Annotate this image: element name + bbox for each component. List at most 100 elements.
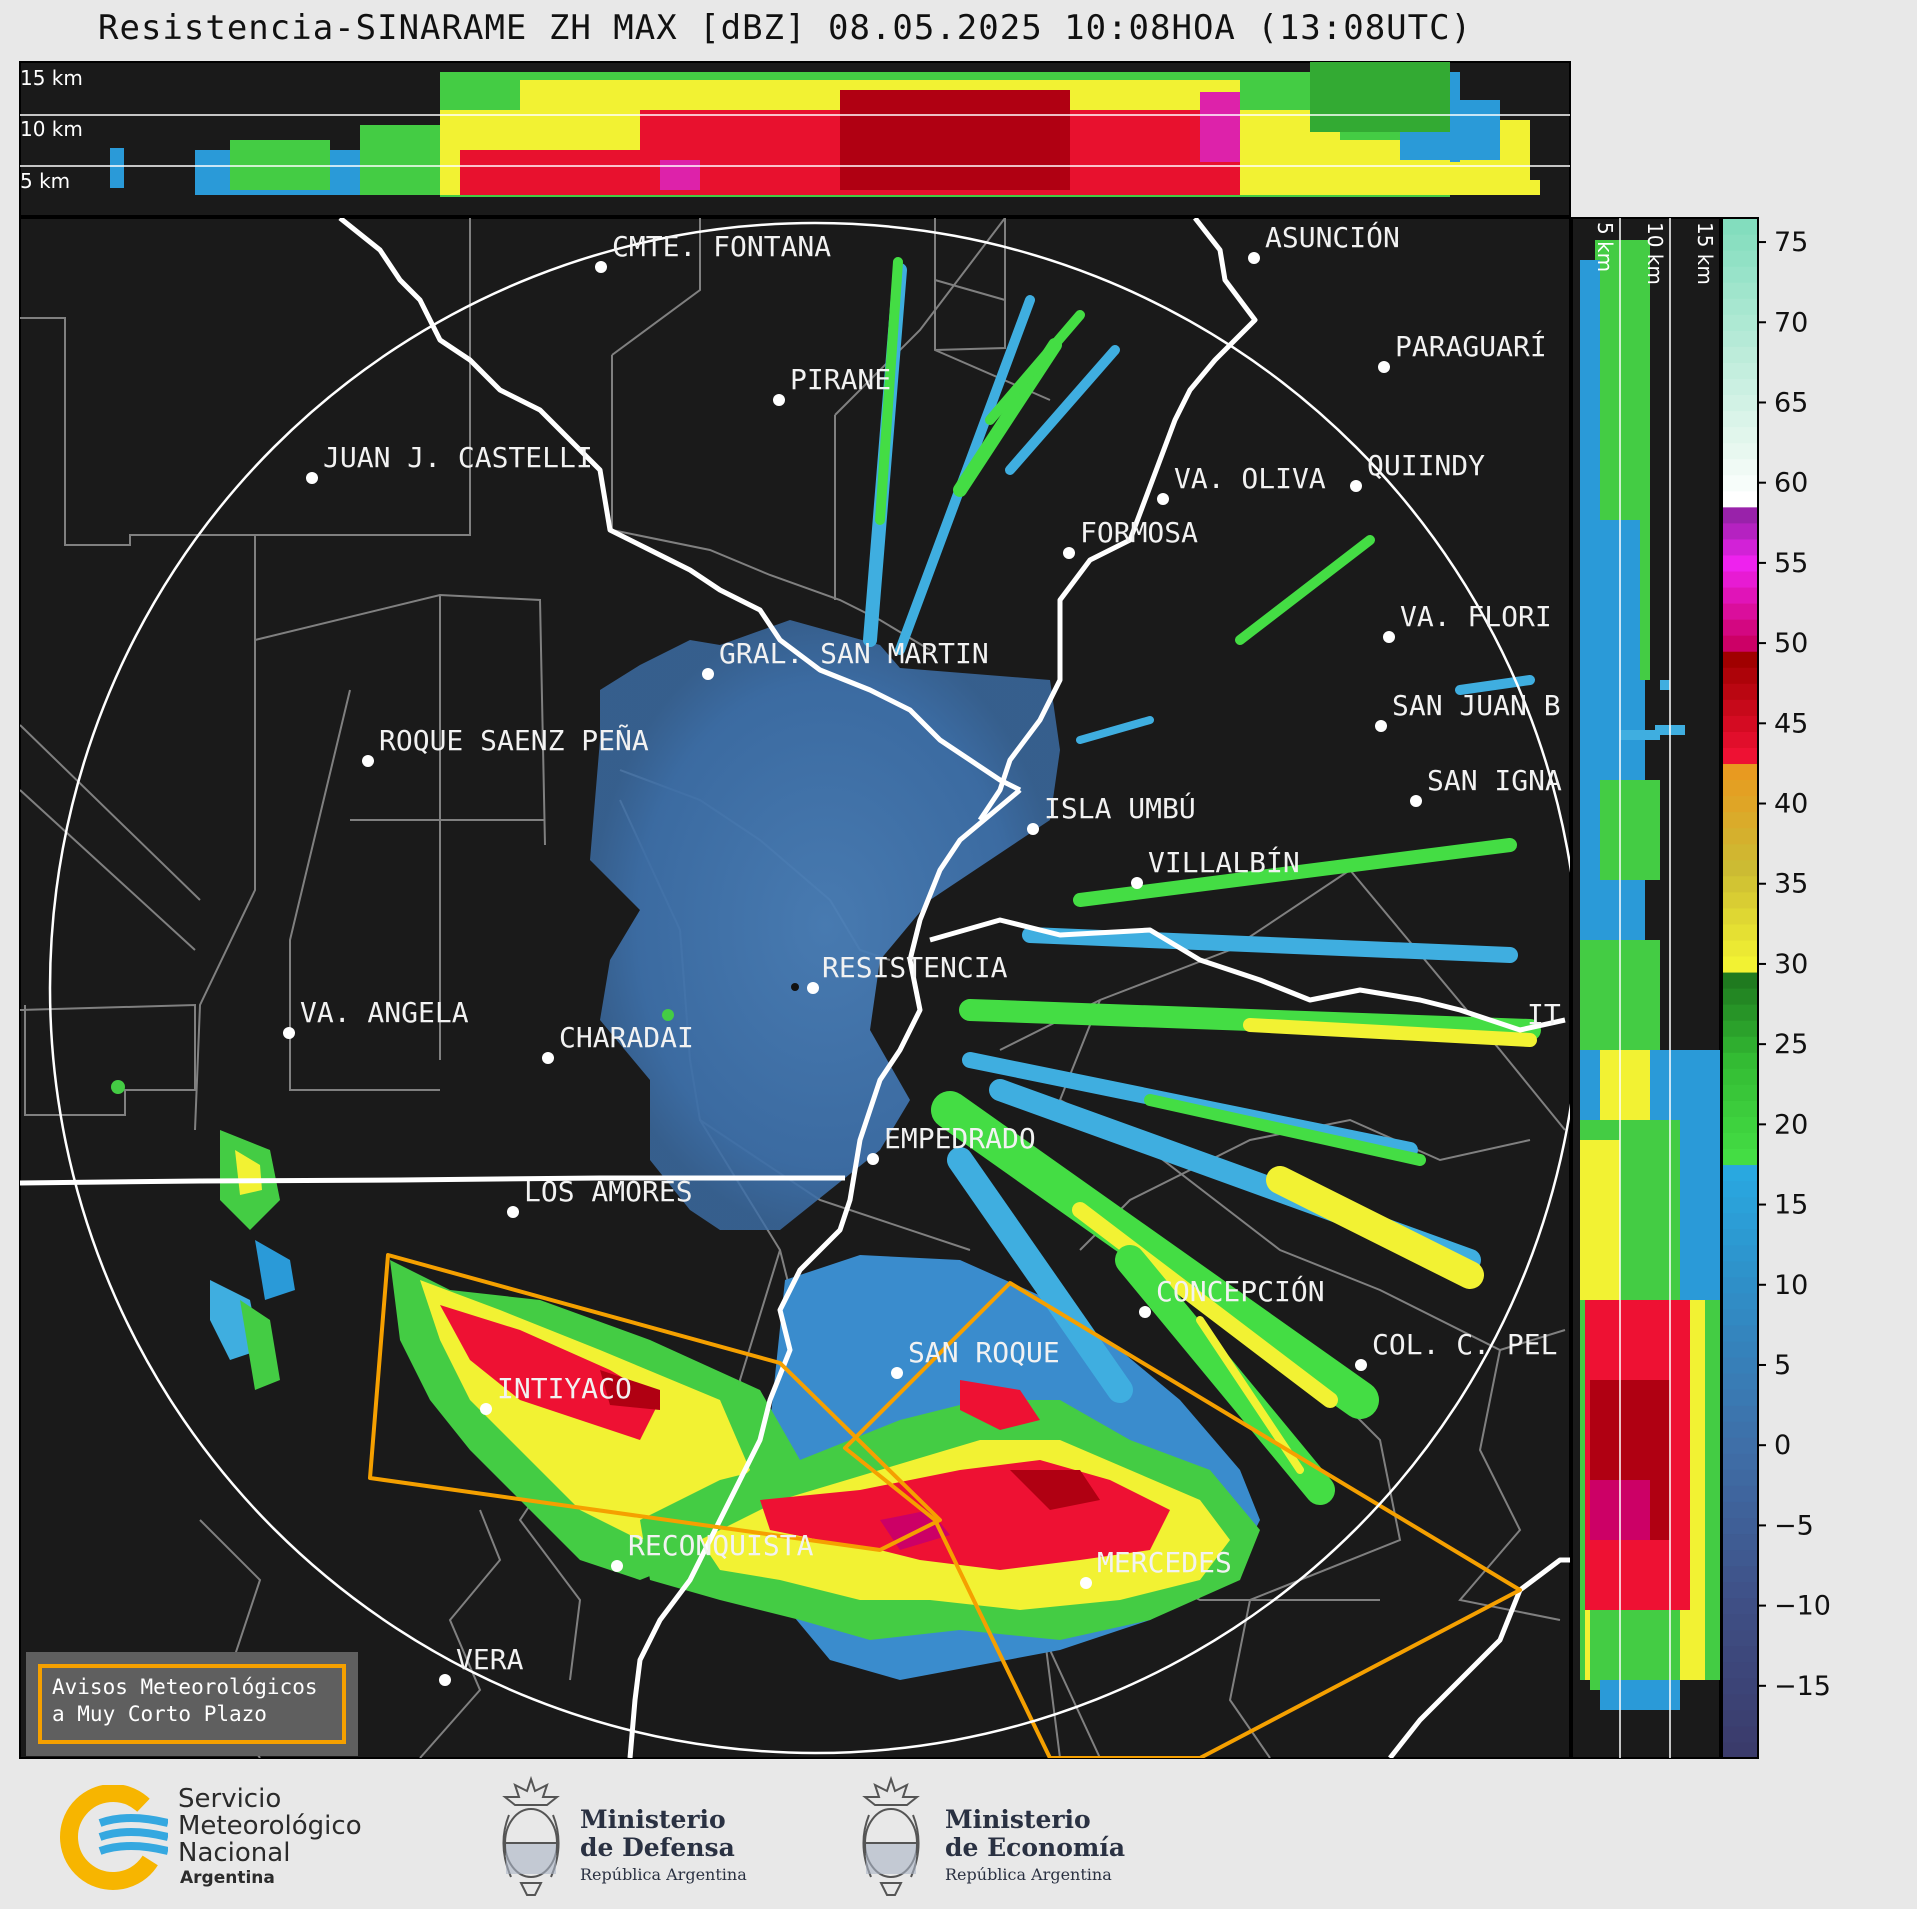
colorbar-band [1722,1661,1758,1679]
colorbar-band [1722,410,1758,428]
svg-text:LOS AMORES: LOS AMORES [524,1175,693,1208]
colorbar-tick-label: 20 [1774,1109,1808,1140]
svg-text:FORMOSA: FORMOSA [1080,516,1198,549]
svg-text:SAN IGNA: SAN IGNA [1427,764,1562,797]
colorbar-band [1722,1581,1758,1599]
colorbar-tick-label: −15 [1774,1671,1831,1702]
svg-text:VILLALBÍN: VILLALBÍN [1148,845,1300,879]
colorbar-band [1722,346,1758,363]
colorbar-band [1722,314,1758,331]
colorbar-band [1722,1613,1758,1631]
colorbar-band [1722,378,1758,396]
economia-line-2: de Economía [945,1833,1126,1862]
colorbar-band [1722,763,1758,781]
range-ring [48,221,1570,1755]
colorbar-tick-label: 15 [1774,1190,1808,1221]
colorbar-band [1722,442,1758,460]
city-concepcion: CONCEPCIÓN [1139,1274,1325,1318]
avisos-line-2: a Muy Corto Plazo [52,1702,267,1726]
colorbar-tick-label: 50 [1774,628,1808,659]
smn-logo: Servicio Meteorológico Nacional Argentin… [58,1784,398,1895]
city-mercedes: MERCEDES [1080,1546,1232,1589]
defensa-line-1: Ministerio [580,1805,726,1834]
side-height-label-5: 5 km [1593,222,1617,272]
city-isla-umbu: ISLA UMBÚ [1027,791,1196,835]
colorbar-tick-label: 55 [1774,548,1808,579]
defensa-line-2: de Defensa [580,1833,735,1862]
city-san-roque: SAN ROQUE [891,1336,1060,1379]
colorbar-band [1722,1116,1758,1133]
svg-text:VA. OLIVA: VA. OLIVA [1174,462,1326,495]
colorbar-band [1722,635,1758,652]
colorbar-tick-label: 5 [1774,1350,1791,1381]
svg-text:ROQUE SAENZ PEÑA: ROQUE SAENZ PEÑA [379,723,649,757]
colorbar-band [1722,1228,1758,1246]
colorbar-band [1722,570,1758,588]
colorbar-band [1722,603,1758,620]
city-va-oliva: VA. OLIVA [1157,462,1326,505]
svg-text:EMPEDRADO: EMPEDRADO [884,1122,1036,1155]
city-asuncion: ASUNCIÓN [1248,220,1400,264]
colorbar-band [1722,1629,1758,1647]
colorbar-band [1722,1212,1758,1230]
colorbar-band [1722,586,1758,604]
svg-text:IT: IT [1527,998,1561,1031]
defensa-logo: Ministerio de Defensa República Argentin… [495,1775,775,1900]
city-los-amores: LOS AMORES [507,1175,693,1218]
colorbar-band [1722,843,1758,861]
city-col-c-pellegrini: COL. C. PEL [1355,1328,1557,1371]
colorbar-band [1722,699,1758,716]
colorbar-band [1722,1276,1758,1294]
city-charadai: CHARADAI [542,1021,694,1064]
colorbar-tick-label: 10 [1774,1270,1808,1301]
top-height-label-5: 5 km [20,169,70,193]
colorbar-bands [1722,218,1758,1759]
avisos-box: Avisos Meteorológicos a Muy Corto Plazo [26,1652,358,1756]
colorbar-band [1722,811,1758,829]
colorbar-band [1722,939,1758,957]
city-juan-j-castelli: JUAN J. CASTELLI [306,441,593,484]
city-roque-saenz-pena: ROQUE SAENZ PEÑA [362,723,649,767]
colorbar-band [1722,266,1758,283]
colorbar-band [1722,971,1758,989]
city-vera: VERA [439,1643,524,1686]
radar-echoes [111,257,1541,1680]
svg-text:RESISTENCIA: RESISTENCIA [822,951,1008,984]
colorbar-band [1722,779,1758,797]
colorbar-tick-label: 40 [1774,789,1808,820]
city-villalbin: VILLALBÍN [1131,845,1300,889]
colorbar-band [1722,795,1758,813]
colorbar-band [1722,1677,1758,1695]
city-gral-san-martin: GRAL. SAN MARTIN [702,637,989,680]
svg-text:INTIYACO: INTIYACO [497,1372,632,1405]
colorbar-band [1722,1020,1758,1037]
city-resistencia: RESISTENCIA [791,951,1008,994]
colorbar-band [1722,490,1758,508]
colorbar-band [1722,731,1758,748]
colorbar-band [1722,426,1758,444]
side-height-label-10: 10 km [1643,222,1667,285]
colorbar-tick-label: 25 [1774,1029,1808,1060]
svg-text:SAN ROQUE: SAN ROQUE [908,1336,1060,1369]
svg-text:VA. FLORI: VA. FLORI [1400,600,1552,633]
city-san-juan-b: SAN JUAN B [1375,689,1561,732]
colorbar-band [1722,1340,1758,1358]
colorbar-band [1722,1244,1758,1262]
colorbar-band [1722,1084,1758,1101]
colorbar-band [1722,1100,1758,1117]
svg-text:PARAGUARÍ: PARAGUARÍ [1395,329,1547,363]
svg-text:ASUNCIÓN: ASUNCIÓN [1265,220,1400,254]
radar-map: CMTE. FONTANA ASUNCIÓN PIRANE PARAGUARÍ … [19,217,1571,1759]
colorbar-band [1722,827,1758,845]
colorbar-band [1722,394,1758,412]
svg-text:CMTE. FONTANA: CMTE. FONTANA [612,230,831,263]
colorbar-band [1722,1148,1758,1166]
city-reconquista: RECONQUISTA [611,1529,814,1572]
colorbar-band [1722,1741,1758,1759]
colorbar-band [1722,1292,1758,1310]
colorbar-band [1722,988,1758,1005]
colorbar-band [1722,1725,1758,1743]
city-markers: CMTE. FONTANA ASUNCIÓN PIRANE PARAGUARÍ … [283,220,1562,1686]
